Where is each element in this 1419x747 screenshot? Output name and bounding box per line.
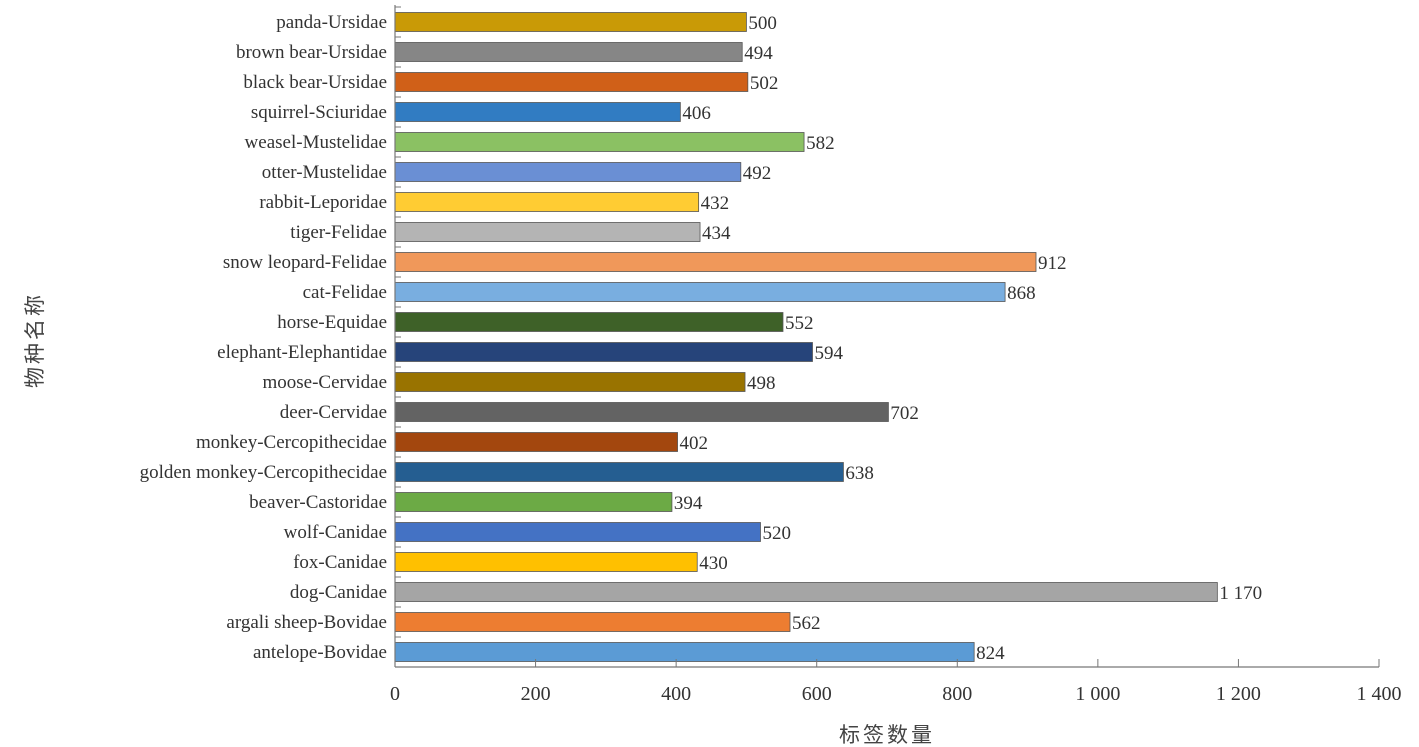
- category-label: panda-Ursidae: [276, 12, 387, 33]
- category-label: antelope-Bovidae: [253, 642, 387, 663]
- bar: [394, 162, 742, 182]
- data-label: 492: [743, 163, 772, 184]
- bar: [394, 102, 681, 122]
- x-tick-label: 400: [661, 683, 691, 705]
- category-label: black bear-Ursidae: [243, 72, 387, 93]
- data-label: 502: [750, 73, 779, 94]
- axes-group: 0 200 400 600 800 1 000 1 200 1 400: [390, 5, 1402, 705]
- category-label: argali sheep-Bovidae: [226, 612, 387, 633]
- data-label: 1 170: [1219, 583, 1262, 604]
- data-label: 430: [699, 553, 728, 574]
- bar: [394, 42, 743, 62]
- data-label: 824: [976, 643, 1005, 664]
- bar: [394, 222, 701, 242]
- data-label: 912: [1038, 253, 1067, 274]
- category-label: wolf-Canidae: [284, 522, 387, 543]
- x-tick-label: 1 200: [1216, 683, 1261, 705]
- category-label: moose-Cervidae: [262, 372, 387, 393]
- category-label: beaver-Castoridae: [249, 492, 387, 513]
- x-tick-label: 0: [390, 683, 400, 705]
- data-label: 552: [785, 313, 814, 334]
- bars-group: panda-Ursidae 500 brown bear-Ursidae 494 bla…: [140, 12, 1263, 664]
- data-label: 500: [748, 13, 777, 34]
- x-tick-label: 800: [942, 683, 972, 705]
- category-label: brown bear-Ursidae: [236, 42, 387, 63]
- data-label: 520: [762, 523, 791, 544]
- bar: [394, 192, 700, 212]
- x-axis-label: 标签数量: [839, 723, 935, 747]
- data-label: 868: [1007, 283, 1036, 304]
- bar: [394, 132, 805, 152]
- bar: [394, 462, 844, 482]
- category-label: tiger-Felidae: [290, 222, 387, 243]
- bar: [394, 312, 784, 332]
- bar: [394, 612, 791, 632]
- category-label: snow leopard-Felidae: [223, 252, 387, 273]
- data-label: 582: [806, 133, 835, 154]
- category-label: weasel-Mustelidae: [245, 132, 387, 153]
- data-label: 594: [814, 343, 843, 364]
- bar: [394, 342, 813, 362]
- data-label: 638: [845, 463, 874, 484]
- x-tick-label: 1 400: [1357, 683, 1402, 705]
- category-label: monkey-Cercopithecidae: [196, 432, 387, 453]
- category-label: golden monkey-Cercopithecidae: [140, 462, 387, 483]
- data-label: 394: [674, 493, 703, 514]
- category-label: cat-Felidae: [303, 282, 387, 303]
- category-label: rabbit-Leporidae: [259, 192, 387, 213]
- category-label: horse-Equidae: [277, 312, 387, 333]
- x-tick-label: 200: [521, 683, 551, 705]
- bar: [394, 492, 673, 512]
- data-label: 702: [890, 403, 919, 424]
- y-axis-label: 物种名称: [23, 292, 47, 388]
- bar: [394, 12, 747, 32]
- data-label: 562: [792, 613, 821, 634]
- category-label: squirrel-Sciuridae: [251, 102, 387, 123]
- x-tick-label: 1 000: [1075, 683, 1120, 705]
- bar: [394, 282, 1006, 302]
- category-label: otter-Mustelidae: [262, 162, 387, 183]
- bar: [394, 252, 1037, 272]
- bar: [394, 552, 698, 572]
- data-label: 402: [680, 433, 709, 454]
- bar: [394, 402, 889, 422]
- data-label: 434: [702, 223, 731, 244]
- data-label: 406: [682, 103, 711, 124]
- category-label: elephant-Elephantidae: [217, 342, 387, 363]
- x-tick-label: 600: [802, 683, 832, 705]
- bar: [394, 582, 1218, 602]
- bar: [394, 522, 761, 542]
- data-label: 498: [747, 373, 776, 394]
- category-label: fox-Canidae: [293, 552, 387, 573]
- bar: [394, 372, 746, 392]
- data-label: 494: [744, 43, 773, 64]
- bar: [394, 72, 749, 92]
- category-label: dog-Canidae: [290, 582, 387, 603]
- bar: [394, 432, 678, 452]
- data-label: 432: [701, 193, 730, 214]
- bar: [394, 642, 975, 662]
- category-label: deer-Cervidae: [280, 402, 387, 423]
